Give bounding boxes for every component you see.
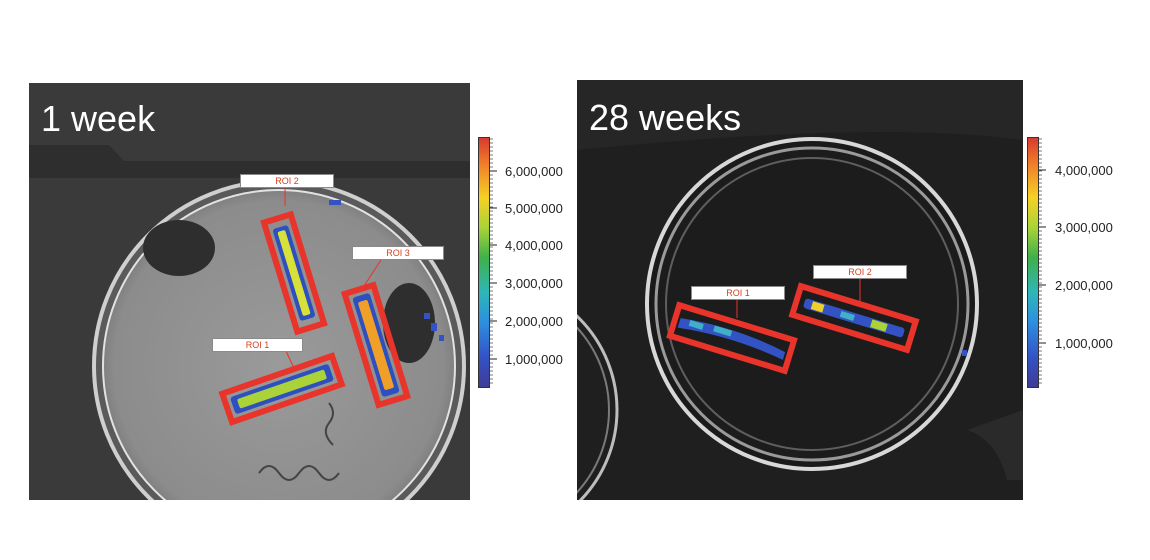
panel-title: 1 week [41, 98, 156, 139]
colorbar-label: 6,000,000 [505, 164, 563, 179]
roi-1-region [218, 352, 346, 426]
roi-label: ROI 3 [352, 246, 444, 260]
colorbar-label: 1,000,000 [505, 352, 563, 367]
colorbar-ticks [490, 138, 497, 384]
roi-2-region [260, 210, 328, 336]
colorbar-label: 3,000,000 [505, 276, 563, 291]
panel-title: 28 weeks [589, 97, 742, 138]
colorbar-label: 2,000,000 [505, 314, 563, 329]
roi-2-region [788, 282, 920, 354]
colorbar-label: 1,000,000 [1055, 336, 1113, 351]
colorbar-label: 4,000,000 [505, 238, 563, 253]
roi-label: ROI 2 [813, 265, 907, 279]
petri-dish-image [29, 83, 470, 500]
colorbar-label: 3,000,000 [1055, 220, 1113, 235]
petri-dish-image [577, 80, 1023, 500]
colorbar-label: 5,000,000 [505, 201, 563, 216]
roi-1-region [666, 301, 798, 375]
roi-label: ROI 1 [691, 286, 785, 300]
roi-3-region [340, 281, 412, 409]
intensity-colorbar [1027, 137, 1039, 388]
intensity-colorbar [478, 137, 490, 388]
image-panel-28-weeks: 28 weeks ROI 1 ROI 2 [577, 80, 1023, 500]
colorbar-ticks [1039, 138, 1046, 384]
image-panel-1-week: 1 week ROI 2 ROI 3 ROI 1 [29, 83, 470, 500]
roi-label: ROI 2 [240, 174, 334, 188]
colorbar-label: 2,000,000 [1055, 278, 1113, 293]
colorbar-label: 4,000,000 [1055, 163, 1113, 178]
roi-label: ROI 1 [212, 338, 303, 352]
